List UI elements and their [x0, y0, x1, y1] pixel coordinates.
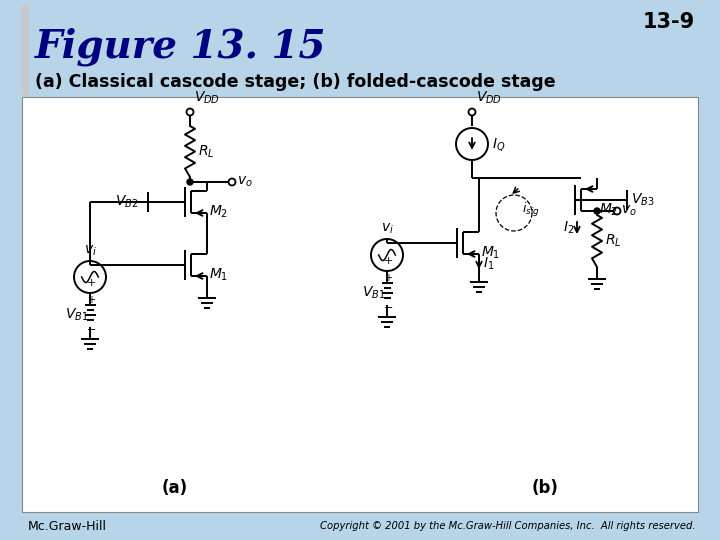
Text: $M_2$: $M_2$: [209, 204, 228, 220]
Text: $I_Q$: $I_Q$: [492, 136, 505, 152]
Circle shape: [613, 207, 621, 214]
Text: 13-9: 13-9: [643, 12, 695, 32]
Circle shape: [469, 109, 475, 116]
Text: Copyright © 2001 by the Mc.Graw-Hill Companies, Inc.  All rights reserved.: Copyright © 2001 by the Mc.Graw-Hill Com…: [320, 521, 695, 531]
Text: $-$: $-$: [383, 301, 393, 311]
Text: +: +: [86, 278, 96, 288]
Text: $v_o$: $v_o$: [621, 204, 636, 218]
Bar: [22, 97, 698, 512]
Text: $M_1$: $M_1$: [481, 245, 500, 261]
Text: $V_{DD}$: $V_{DD}$: [194, 90, 220, 106]
Circle shape: [186, 109, 194, 116]
Text: $v_i$: $v_i$: [381, 221, 393, 236]
Text: (a) Classical cascode stage; (b) folded-cascode stage: (a) Classical cascode stage; (b) folded-…: [35, 73, 556, 91]
Text: $M_2$: $M_2$: [599, 202, 618, 218]
Text: $R_L$: $R_L$: [198, 143, 215, 160]
Text: +: +: [384, 273, 392, 283]
Circle shape: [228, 179, 235, 186]
Bar: [22, 5, 29, 95]
Circle shape: [74, 261, 106, 293]
Text: $v_i$: $v_i$: [84, 244, 96, 258]
Text: (a): (a): [162, 479, 188, 497]
Text: $V_{DD}$: $V_{DD}$: [476, 90, 502, 106]
Text: $i_{sig}$: $i_{sig}$: [522, 201, 540, 219]
Text: $I_1$: $I_1$: [483, 256, 495, 272]
Text: Figure 13. 15: Figure 13. 15: [35, 28, 326, 66]
Text: $M_1$: $M_1$: [209, 267, 228, 284]
Text: $V_{B1}$: $V_{B1}$: [65, 307, 88, 323]
Text: $V_{B1}$: $V_{B1}$: [361, 285, 385, 301]
Text: (b): (b): [531, 479, 559, 497]
Text: $v_o$: $v_o$: [237, 175, 253, 189]
Text: $V_{B3}$: $V_{B3}$: [631, 192, 654, 208]
Text: $V_{B2}$: $V_{B2}$: [114, 194, 138, 210]
Text: +: +: [87, 295, 95, 305]
Circle shape: [371, 239, 403, 271]
Text: $-$: $-$: [86, 323, 96, 333]
Circle shape: [456, 128, 488, 160]
Text: +: +: [383, 256, 392, 266]
Text: $R_L$: $R_L$: [605, 233, 621, 249]
Text: Mc.Graw-Hill: Mc.Graw-Hill: [28, 519, 107, 532]
Text: $I_2$: $I_2$: [563, 220, 574, 236]
Circle shape: [187, 179, 193, 185]
Circle shape: [594, 208, 600, 214]
